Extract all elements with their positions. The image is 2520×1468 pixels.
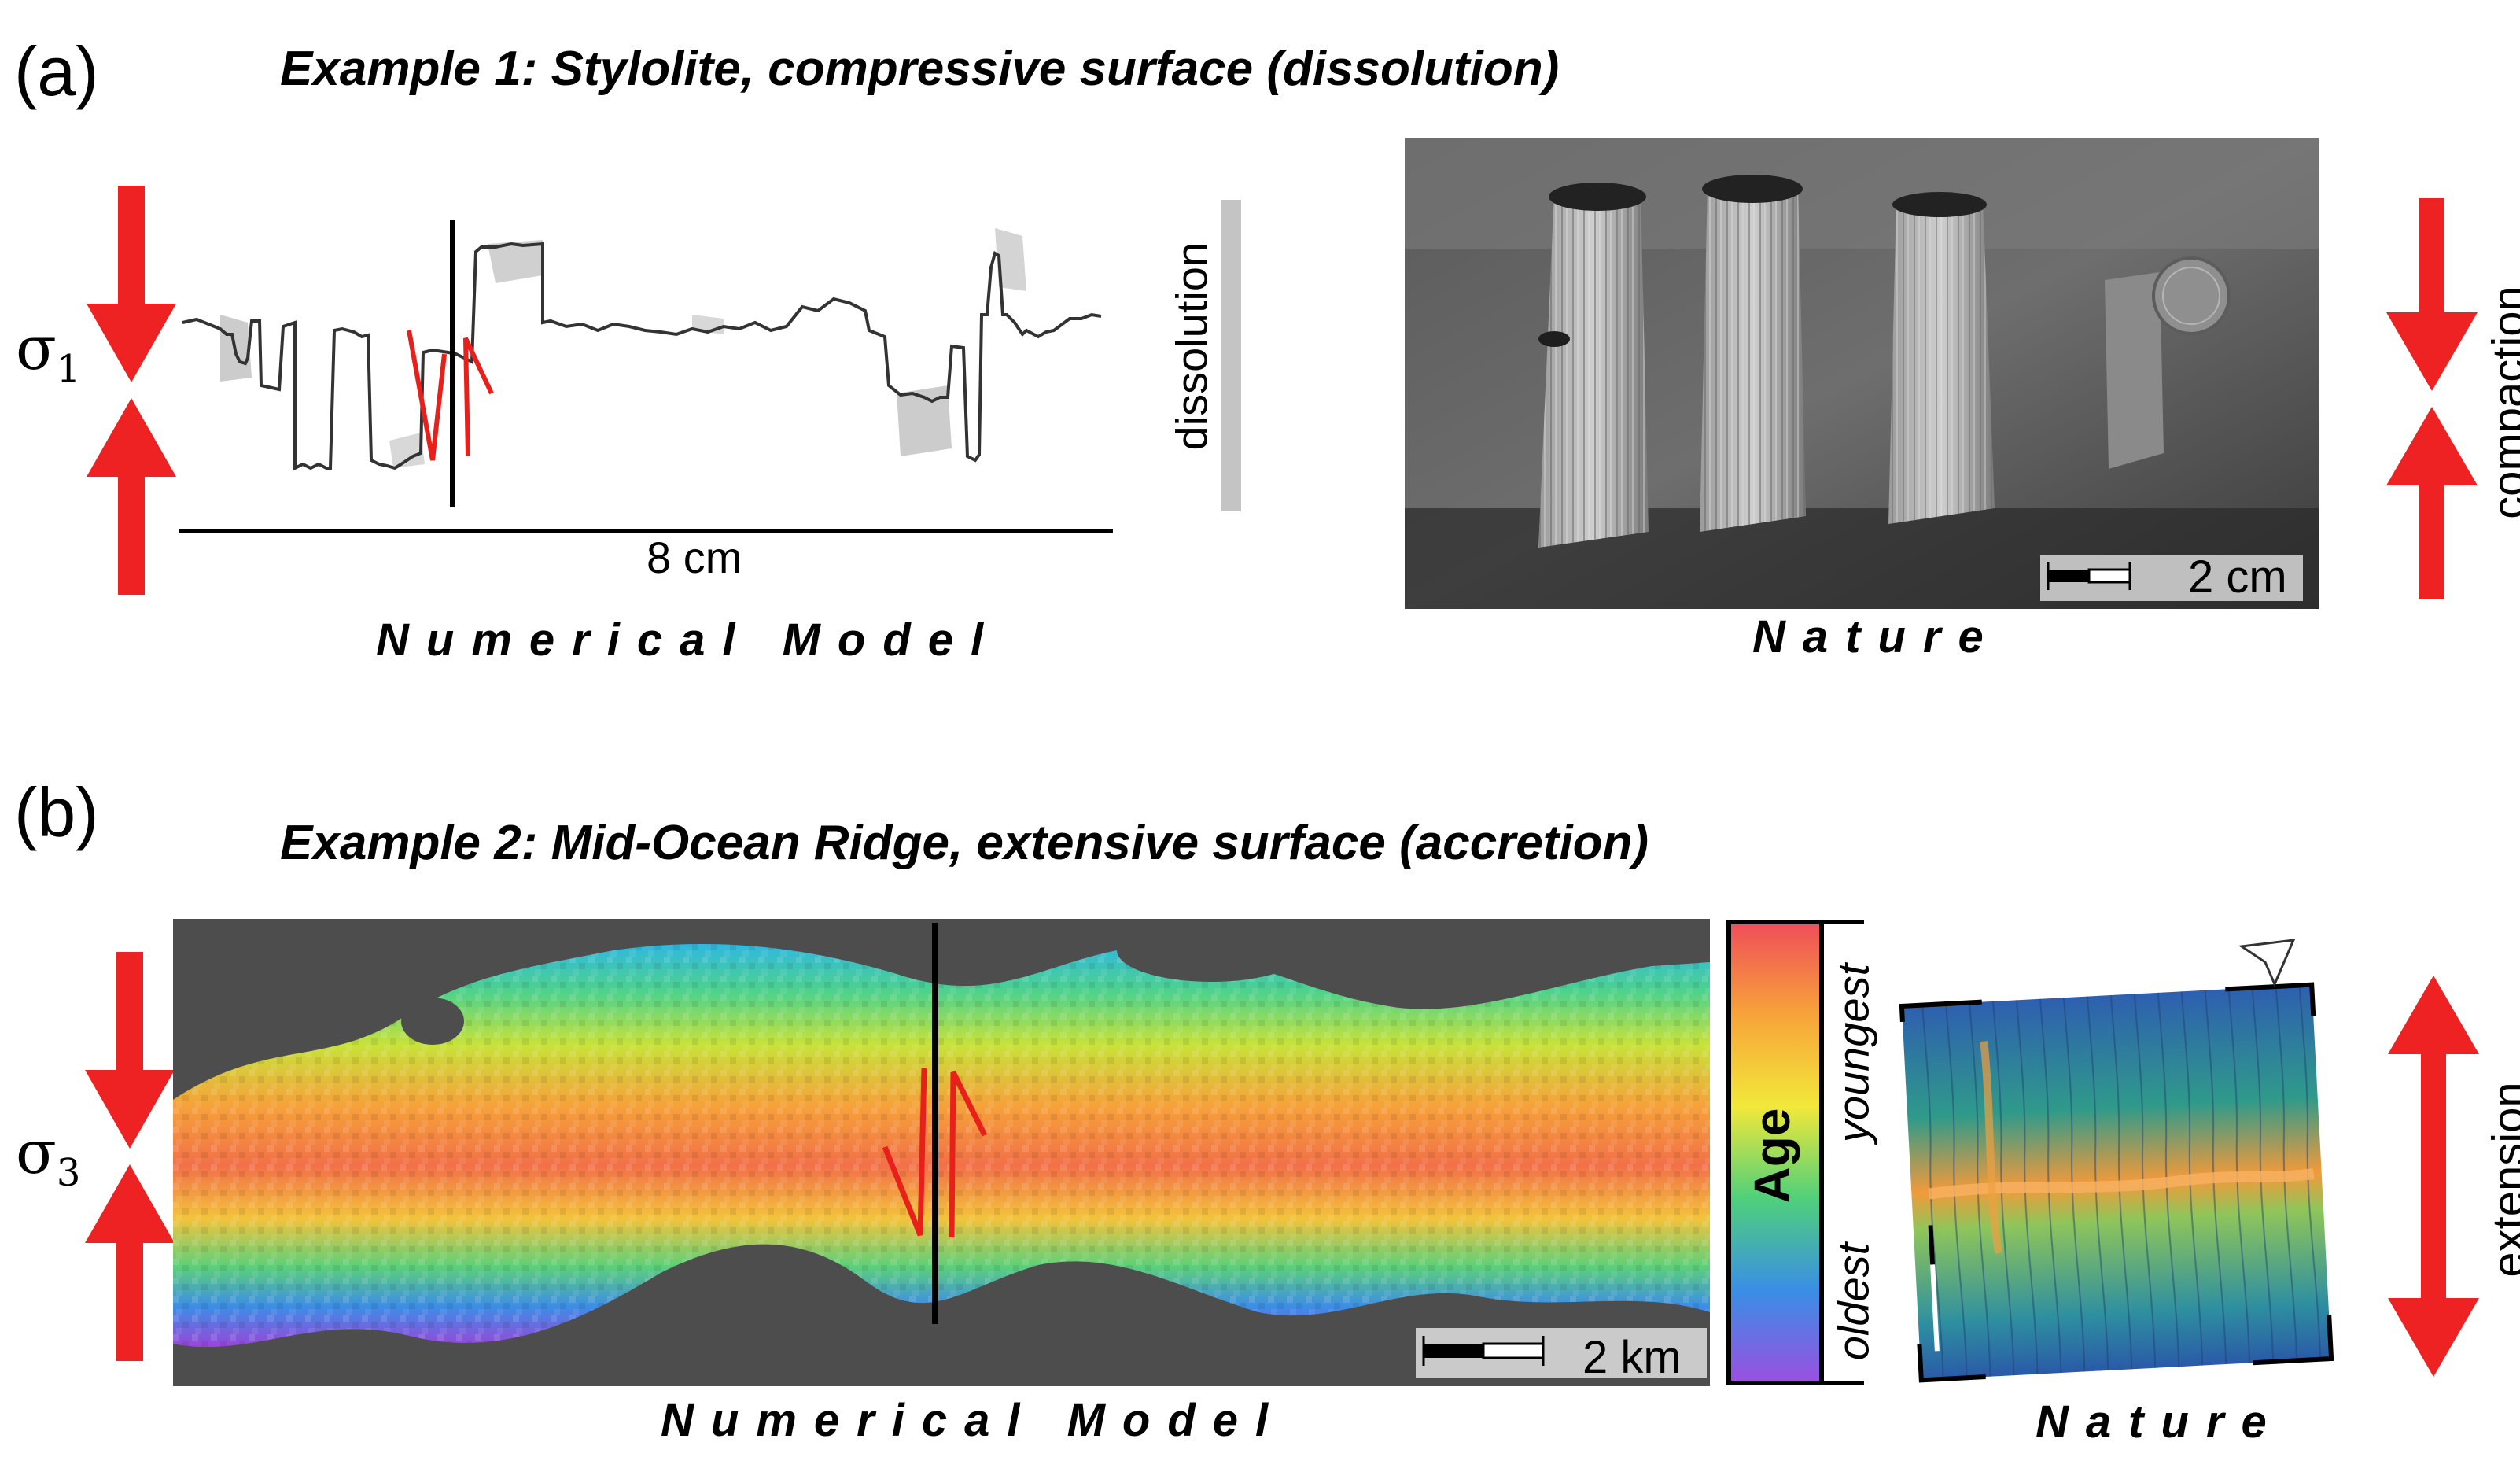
ridge-model-image	[173, 919, 1710, 1386]
sigma1-label: σ1	[16, 313, 80, 391]
dissolved-area	[389, 433, 425, 468]
panel-a-label: (a)	[14, 32, 99, 110]
dissolution-label: dissolution	[1166, 242, 1217, 451]
dissolution-bar	[1221, 200, 1241, 511]
compaction-label: compaction	[2483, 286, 2520, 519]
age-colorbar	[1726, 920, 1864, 1385]
colorbar-youngest-label: youngest	[1828, 963, 1878, 1143]
model-scale-label-8cm: 8 cm	[647, 533, 742, 582]
sigma1-compression-arrows	[87, 186, 176, 595]
colorbar-oldest-label: oldest	[1828, 1242, 1878, 1361]
sigma3-label: σ3	[16, 1117, 80, 1195]
panel-a-model-caption: Numerical Model	[376, 614, 1001, 666]
dissolved-area	[488, 240, 543, 283]
sigma3-symbol: σ	[16, 1117, 57, 1187]
age-colorbar-title: Age	[1744, 1108, 1800, 1204]
stylolite-profile-line	[182, 242, 1102, 471]
panel-b-nature-caption: Nature	[2036, 1396, 2284, 1448]
ridge-bathymetry-map	[1899, 939, 2334, 1383]
sigma1-subscript: 1	[56, 347, 81, 392]
panel-b-title: Example 2: Mid-Ocean Ridge, extensive su…	[280, 816, 1649, 870]
panel-a-nature-caption: Nature	[1752, 611, 2001, 662]
panel-b-label: (b)	[14, 773, 99, 851]
panel-a-title: Example 1: Stylolite, compressive surfac…	[280, 42, 1560, 96]
extension-arrows	[2388, 976, 2479, 1377]
stylolite-photo	[1405, 138, 2319, 609]
model-scale-label-2km: 2 km	[1582, 1332, 1682, 1383]
stylolite-model-profile	[179, 220, 1113, 533]
sigma3-compression-arrows	[85, 952, 175, 1361]
extension-label: extension	[2483, 1082, 2520, 1278]
panel-b-model-caption: Numerical Model	[661, 1395, 1286, 1446]
compaction-arrows	[2386, 198, 2478, 599]
sigma1-symbol: σ	[16, 313, 57, 383]
north-arrow-icon	[2238, 939, 2296, 987]
dissolved-area	[897, 385, 952, 456]
photo-scale-label-2cm: 2 cm	[2188, 551, 2287, 603]
sigma3-subscript: 3	[56, 1151, 81, 1196]
dissolved-area	[995, 228, 1026, 291]
